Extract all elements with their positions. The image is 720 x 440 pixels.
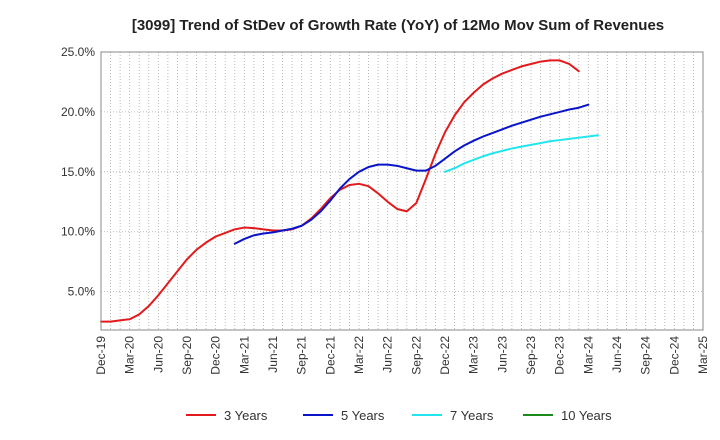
series-line-3-years [100,59,580,323]
x-tick-label: Jun-23 [495,336,509,373]
x-tick-label: Sep-23 [524,336,538,375]
series-line-7-years [444,134,599,173]
series-lines [100,59,599,323]
x-tick-label: Mar-24 [581,336,595,374]
x-tick-label: Dec-21 [323,336,337,375]
legend-label: 7 Years [450,408,494,423]
plot-border [100,51,704,331]
legend: 3 Years 5 Years 7 Years 10 Years [186,408,612,423]
x-tick-label: Sep-22 [409,336,423,375]
x-tick-label: Sep-21 [295,336,309,375]
x-tick-label: Dec-19 [94,336,108,375]
x-axis: Dec-19 Mar-20 Jun-20 Sep-20 Dec-20 Mar-21 Jun-… [94,336,710,375]
y-tick-label: 25.0% [61,45,95,59]
chart-title: [3099] Trend of StDev of Growth Rate (Yo… [132,17,664,34]
x-tick-label: Dec-20 [209,336,223,375]
y-tick-label: 20.0% [61,105,95,119]
x-tick-label: Jun-24 [610,336,624,373]
grid [101,51,703,330]
y-tick-label: 5.0% [68,285,96,299]
y-tick-label: 15.0% [61,165,95,179]
series-line-5-years [233,103,590,245]
x-tick-label: Dec-22 [438,336,452,375]
x-tick-label: Dec-24 [667,336,681,375]
legend-label: 5 Years [341,408,385,423]
y-tick-label: 10.0% [61,225,95,239]
y-axis: 5.0% 10.0% 15.0% 20.0% 25.0% [61,45,95,299]
x-tick-label: Sep-20 [180,336,194,375]
x-tick-label: Jun-22 [381,336,395,373]
x-tick-label: Mar-25 [696,336,710,374]
legend-label: 10 Years [561,408,612,423]
x-tick-label: Jun-21 [266,336,280,373]
x-tick-label: Mar-20 [123,336,137,374]
x-tick-label: Sep-24 [639,336,653,375]
x-tick-label: Dec-23 [553,336,567,375]
x-tick-label: Jun-20 [151,336,165,373]
x-tick-label: Mar-23 [467,336,481,374]
x-tick-label: Mar-21 [237,336,251,374]
x-tick-label: Mar-22 [352,336,366,374]
legend-label: 3 Years [224,408,268,423]
